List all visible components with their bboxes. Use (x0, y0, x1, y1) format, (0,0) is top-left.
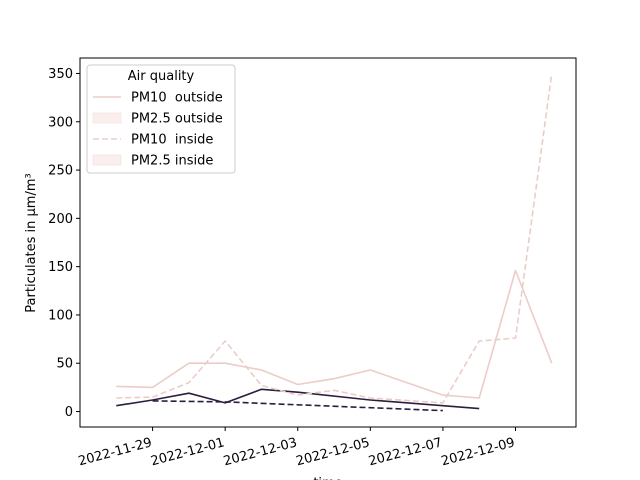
y-tick-label: 250 (48, 164, 73, 179)
x-tick-label: 2022-12-07 (367, 435, 444, 469)
x-tick-label: 2022-11-29 (77, 435, 154, 469)
y-axis: 0 50 100 150 200 250 300 350 (48, 67, 80, 420)
y-tick-label: 350 (48, 67, 73, 82)
x-tick-label: 2022-12-03 (222, 435, 299, 469)
y-tick-label: 150 (48, 260, 73, 275)
y-axis-title: Particulates in µm/m³ (24, 173, 39, 312)
plot-lines (116, 73, 553, 412)
legend-label: PM2.5 inside (131, 154, 213, 169)
legend-box (86, 64, 236, 174)
x-axis: 2022-11-292022-12-012022-12-032022-12-05… (77, 427, 517, 469)
legend-label: PM10 outside (131, 91, 223, 106)
series-line-pm10-inside (116, 73, 553, 404)
x-axis-title: time (313, 476, 342, 480)
y-tick-label: 200 (48, 212, 73, 227)
y-tick-label: 100 (48, 308, 73, 323)
legend: Air quality PM10 outside PM2.5 outside PM10… (86, 64, 236, 174)
legend-title: Air quality (128, 69, 195, 84)
y-tick-label: 300 (48, 115, 73, 130)
plot-frame (79, 57, 577, 428)
y-tick-label: 0 (65, 405, 73, 420)
legend-swatch (92, 154, 122, 166)
legend-swatch (92, 112, 122, 124)
x-tick-label: 2022-12-05 (295, 435, 372, 469)
y-tick-label: 50 (56, 357, 73, 372)
series-line-pm2-5-outside (116, 388, 480, 410)
series-line-pm10-outside (116, 269, 553, 399)
x-tick-label: 2022-12-01 (149, 435, 226, 469)
legend-label: PM10 inside (131, 133, 213, 148)
legend-label: PM2.5 outside (131, 112, 223, 127)
x-tick-label: 2022-12-09 (440, 435, 517, 469)
series-line-pm2-5-inside (152, 400, 443, 412)
